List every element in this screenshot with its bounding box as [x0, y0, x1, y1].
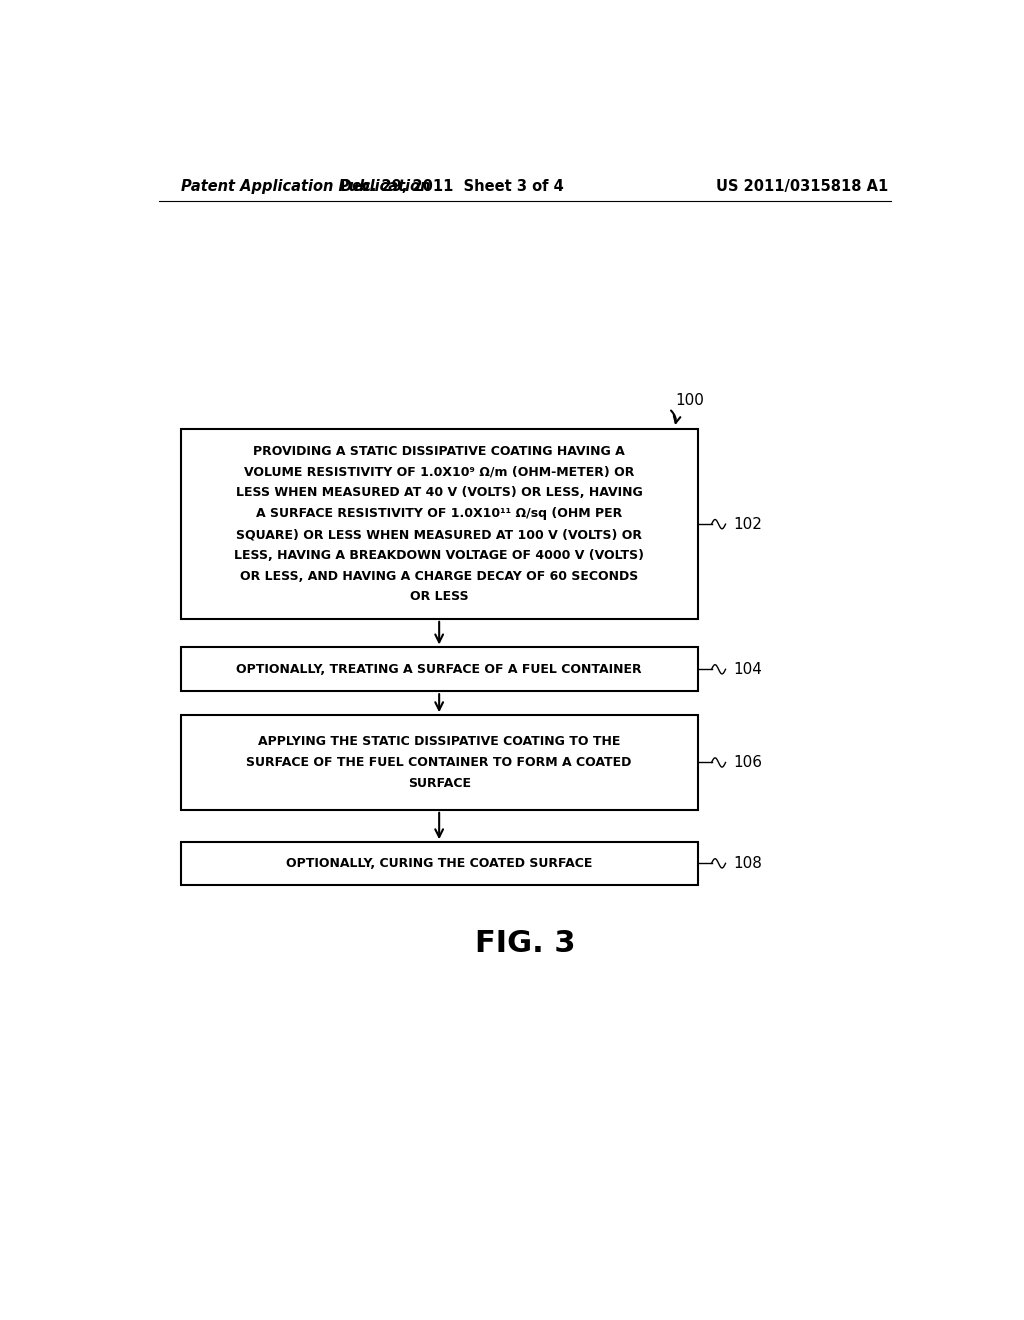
Text: Dec. 29, 2011  Sheet 3 of 4: Dec. 29, 2011 Sheet 3 of 4 — [340, 180, 564, 194]
Text: FIG. 3: FIG. 3 — [474, 929, 575, 958]
Text: 106: 106 — [733, 755, 762, 770]
Text: OR LESS, AND HAVING A CHARGE DECAY OF 60 SECONDS: OR LESS, AND HAVING A CHARGE DECAY OF 60… — [240, 570, 638, 582]
Bar — [180, 647, 697, 692]
Text: 108: 108 — [733, 855, 762, 871]
Text: 102: 102 — [733, 516, 762, 532]
Bar — [180, 842, 697, 884]
Text: A SURFACE RESISTIVITY OF 1.0X10¹¹ Ω/sq (OHM PER: A SURFACE RESISTIVITY OF 1.0X10¹¹ Ω/sq (… — [256, 507, 623, 520]
Text: SURFACE: SURFACE — [408, 776, 471, 789]
Text: VOLUME RESISTIVITY OF 1.0X10⁹ Ω/m (OHM-METER) OR: VOLUME RESISTIVITY OF 1.0X10⁹ Ω/m (OHM-M… — [244, 466, 634, 479]
Text: SQUARE) OR LESS WHEN MEASURED AT 100 V (VOLTS) OR: SQUARE) OR LESS WHEN MEASURED AT 100 V (… — [237, 528, 642, 541]
Text: LESS WHEN MEASURED AT 40 V (VOLTS) OR LESS, HAVING: LESS WHEN MEASURED AT 40 V (VOLTS) OR LE… — [236, 487, 642, 499]
Text: APPLYING THE STATIC DISSIPATIVE COATING TO THE: APPLYING THE STATIC DISSIPATIVE COATING … — [258, 735, 621, 748]
Text: Patent Application Publication: Patent Application Publication — [180, 180, 430, 194]
Text: OPTIONALLY, TREATING A SURFACE OF A FUEL CONTAINER: OPTIONALLY, TREATING A SURFACE OF A FUEL… — [237, 663, 642, 676]
Text: OPTIONALLY, CURING THE COATED SURFACE: OPTIONALLY, CURING THE COATED SURFACE — [286, 857, 592, 870]
Text: LESS, HAVING A BREAKDOWN VOLTAGE OF 4000 V (VOLTS): LESS, HAVING A BREAKDOWN VOLTAGE OF 4000… — [234, 549, 644, 562]
Text: 104: 104 — [733, 661, 762, 677]
Text: OR LESS: OR LESS — [410, 590, 468, 603]
Text: SURFACE OF THE FUEL CONTAINER TO FORM A COATED: SURFACE OF THE FUEL CONTAINER TO FORM A … — [247, 756, 632, 770]
Text: PROVIDING A STATIC DISSIPATIVE COATING HAVING A: PROVIDING A STATIC DISSIPATIVE COATING H… — [253, 445, 625, 458]
Text: 100: 100 — [675, 393, 705, 408]
Bar — [180, 429, 697, 619]
Text: US 2011/0315818 A1: US 2011/0315818 A1 — [716, 180, 889, 194]
Bar — [180, 715, 697, 810]
